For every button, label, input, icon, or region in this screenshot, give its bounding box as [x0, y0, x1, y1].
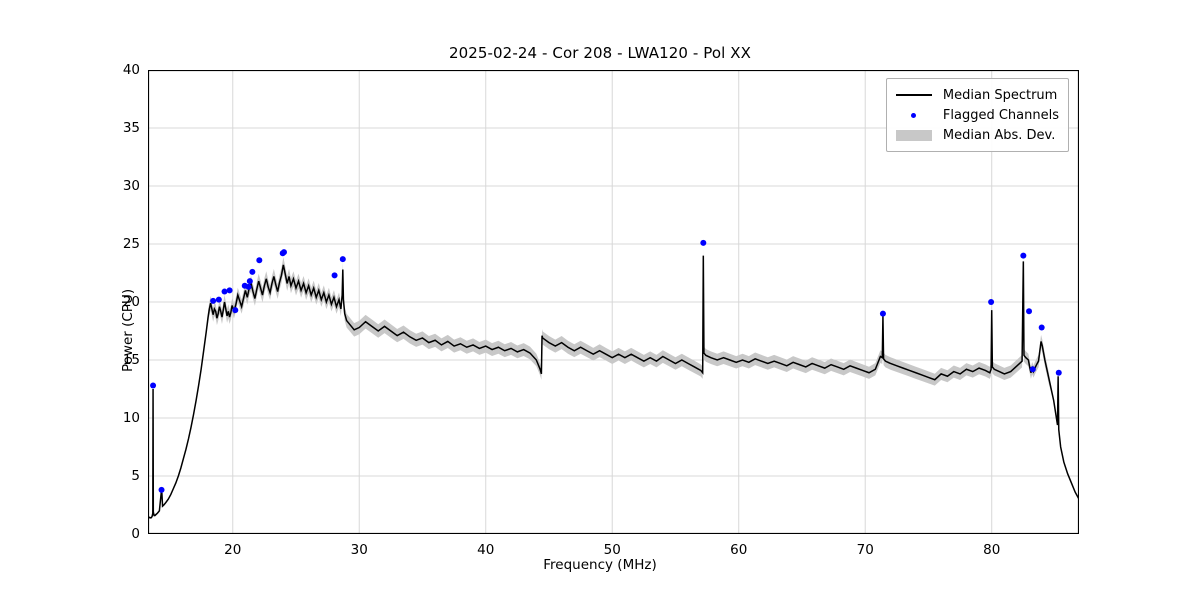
x-tick-label: 20: [224, 542, 242, 558]
flagged-channel-point: [988, 299, 995, 305]
flagged-channel-point: [158, 486, 165, 493]
legend: Median Spectrum Flagged Channels Median …: [885, 78, 1069, 152]
legend-item-median-abs-dev: Median Abs. Dev.: [894, 125, 1059, 145]
flagged-channel-point: [150, 382, 157, 389]
y-tick-label: 35: [122, 120, 140, 136]
patch-swatch-icon: [894, 127, 934, 143]
y-tick-label: 30: [122, 178, 140, 194]
chart-svg: [148, 70, 1079, 534]
plot-axes: Median Spectrum Flagged Channels Median …: [120, 62, 1079, 558]
y-tick-label: 20: [122, 294, 140, 310]
flagged-channel-point: [232, 307, 239, 314]
dot-swatch-icon: [894, 107, 934, 123]
flagged-channel-point: [226, 287, 233, 294]
flagged-channel-point: [246, 278, 253, 285]
flagged-channel-point: [221, 288, 228, 295]
legend-item-flagged-channels: Flagged Channels: [894, 105, 1059, 125]
flagged-channel-point: [256, 257, 263, 264]
axis-spines: [148, 70, 1079, 534]
x-tick-label: 60: [730, 542, 748, 558]
flagged-channel-point: [700, 239, 707, 246]
x-tick-label: 30: [350, 542, 368, 558]
flagged-channel-point: [331, 272, 338, 279]
flagged-channel-point: [249, 268, 256, 275]
legend-item-median-spectrum: Median Spectrum: [894, 85, 1059, 105]
flagged-channel-point: [339, 256, 346, 263]
y-tick-label: 25: [122, 236, 140, 252]
flagged-channel-point: [280, 249, 287, 256]
median-spectrum-line: [148, 255, 1079, 519]
x-tick-label: 40: [477, 542, 495, 558]
flagged-channel-point: [1020, 252, 1027, 259]
flagged-channel-point: [1055, 369, 1062, 376]
y-tick-label: 10: [122, 410, 140, 426]
x-tick-label: 70: [856, 542, 874, 558]
flagged-channel-point: [1026, 308, 1033, 315]
y-tick-label: 5: [131, 468, 140, 484]
x-tick-label: 80: [983, 542, 1001, 558]
x-axis-label: Frequency (MHz): [543, 557, 657, 573]
flagged-channel-point: [1038, 324, 1045, 331]
line-swatch-icon: [894, 87, 934, 103]
legend-label: Flagged Channels: [942, 107, 1059, 123]
y-tick-label: 0: [131, 526, 140, 542]
flagged-channel-point: [1029, 366, 1036, 373]
y-tick-label: 40: [122, 62, 140, 78]
mad-band: [148, 247, 1079, 519]
x-tick-label: 50: [603, 542, 621, 558]
flagged-channel-point: [245, 283, 252, 290]
flagged-channel-point: [879, 310, 886, 317]
page-title: 2025-02-24 - Cor 208 - LWA120 - Pol XX: [448, 44, 752, 62]
flagged-channel-points: [150, 239, 1062, 493]
legend-label: Median Abs. Dev.: [942, 127, 1056, 143]
flagged-channel-point: [215, 296, 222, 303]
flagged-channel-point: [210, 297, 217, 304]
y-tick-label: 15: [122, 352, 140, 368]
legend-label: Median Spectrum: [942, 87, 1058, 103]
